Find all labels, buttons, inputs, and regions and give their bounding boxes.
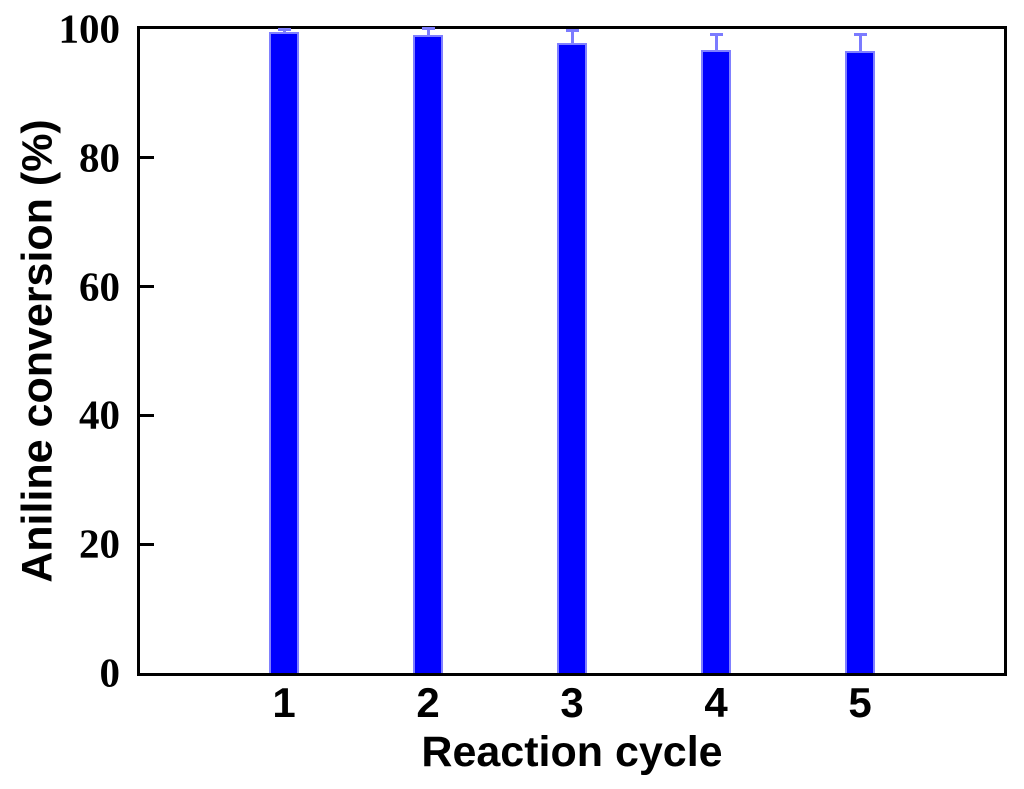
- y-tick-label: 20: [79, 520, 120, 567]
- bar: [269, 31, 299, 673]
- x-tick-label: 5: [848, 679, 872, 726]
- bar: [701, 49, 731, 673]
- plot-area: [137, 26, 1007, 676]
- y-tick-label: 80: [79, 134, 120, 181]
- y-axis-tick: [140, 285, 154, 289]
- y-tick-label: 0: [99, 649, 121, 696]
- y-tick-label: 60: [79, 263, 120, 310]
- y-axis-tick: [140, 156, 154, 160]
- error-bar-cap: [709, 32, 723, 36]
- error-bar-cap: [565, 29, 579, 33]
- bar: [557, 43, 587, 673]
- y-axis-tick: [140, 542, 154, 546]
- y-axis-title: Aniline conversion (%): [13, 119, 62, 583]
- x-tick-label: 1: [272, 679, 296, 726]
- error-bar-stem: [714, 34, 718, 50]
- error-bar-stem: [570, 30, 574, 44]
- bar: [413, 34, 443, 673]
- bar: [845, 50, 875, 673]
- y-axis-tick: [140, 413, 154, 417]
- x-tick-label: 2: [416, 679, 440, 726]
- error-bar-stem: [858, 34, 862, 51]
- y-tick-label: 40: [79, 391, 120, 438]
- y-tick-label: 100: [58, 5, 121, 52]
- error-bar-cap: [277, 28, 291, 32]
- error-bar-stem: [426, 28, 430, 35]
- error-bar-cap: [421, 26, 435, 30]
- error-bar-cap: [853, 33, 867, 37]
- x-tick-label: 4: [704, 679, 728, 726]
- x-axis-title: Reaction cycle: [421, 728, 723, 776]
- x-tick-label: 3: [560, 679, 584, 726]
